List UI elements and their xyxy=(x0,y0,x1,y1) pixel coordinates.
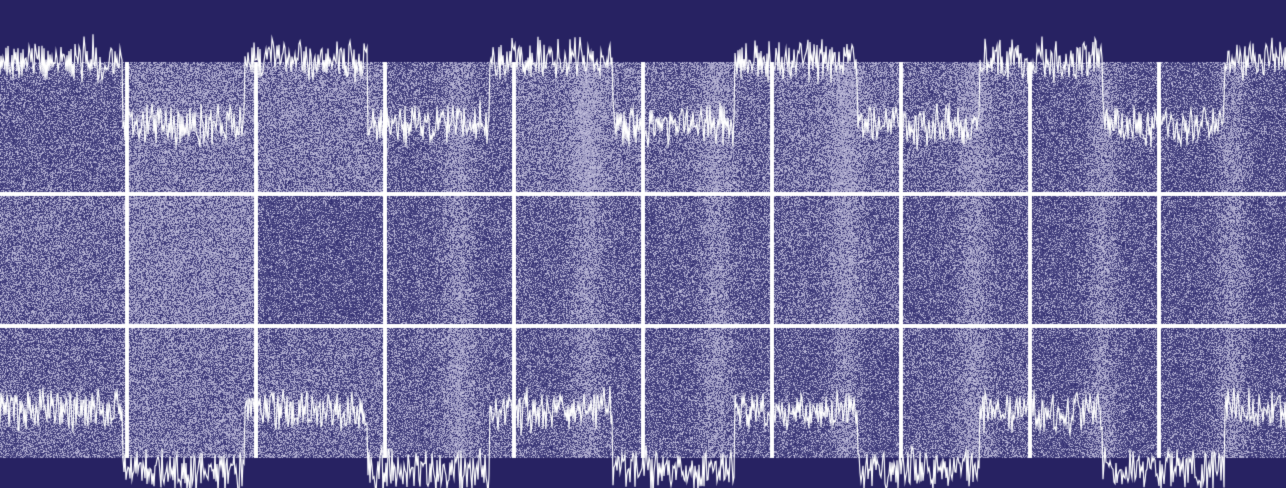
noise-tile xyxy=(0,194,125,322)
noise-tile xyxy=(1032,62,1157,190)
noise-tile xyxy=(903,326,1028,454)
noise-tile xyxy=(129,62,254,190)
noise-tile xyxy=(387,62,512,190)
noise-tile xyxy=(129,194,254,322)
noise-tile xyxy=(516,194,641,322)
noise-tile xyxy=(516,326,641,454)
noise-tile xyxy=(258,194,383,322)
noise-tile xyxy=(774,62,899,190)
noise-tile xyxy=(1032,326,1157,454)
noise-tile xyxy=(258,62,383,190)
noise-tile xyxy=(0,326,125,454)
noise-tile xyxy=(1032,194,1157,322)
noise-tile xyxy=(645,194,770,322)
noise-tile xyxy=(387,326,512,454)
noise-tile xyxy=(903,194,1028,322)
noise-tile xyxy=(645,326,770,454)
noise-tile xyxy=(258,326,383,454)
noise-tile xyxy=(645,62,770,190)
noise-tile xyxy=(129,326,254,454)
noise-tile xyxy=(774,194,899,322)
noise-tile xyxy=(1161,326,1286,454)
noise-tile xyxy=(774,326,899,454)
noise-tile xyxy=(0,62,125,190)
noise-tile xyxy=(1161,62,1286,190)
noise-tile xyxy=(387,194,512,322)
noise-tile xyxy=(903,62,1028,190)
noise-tile xyxy=(516,62,641,190)
noise-tile xyxy=(1161,194,1286,322)
